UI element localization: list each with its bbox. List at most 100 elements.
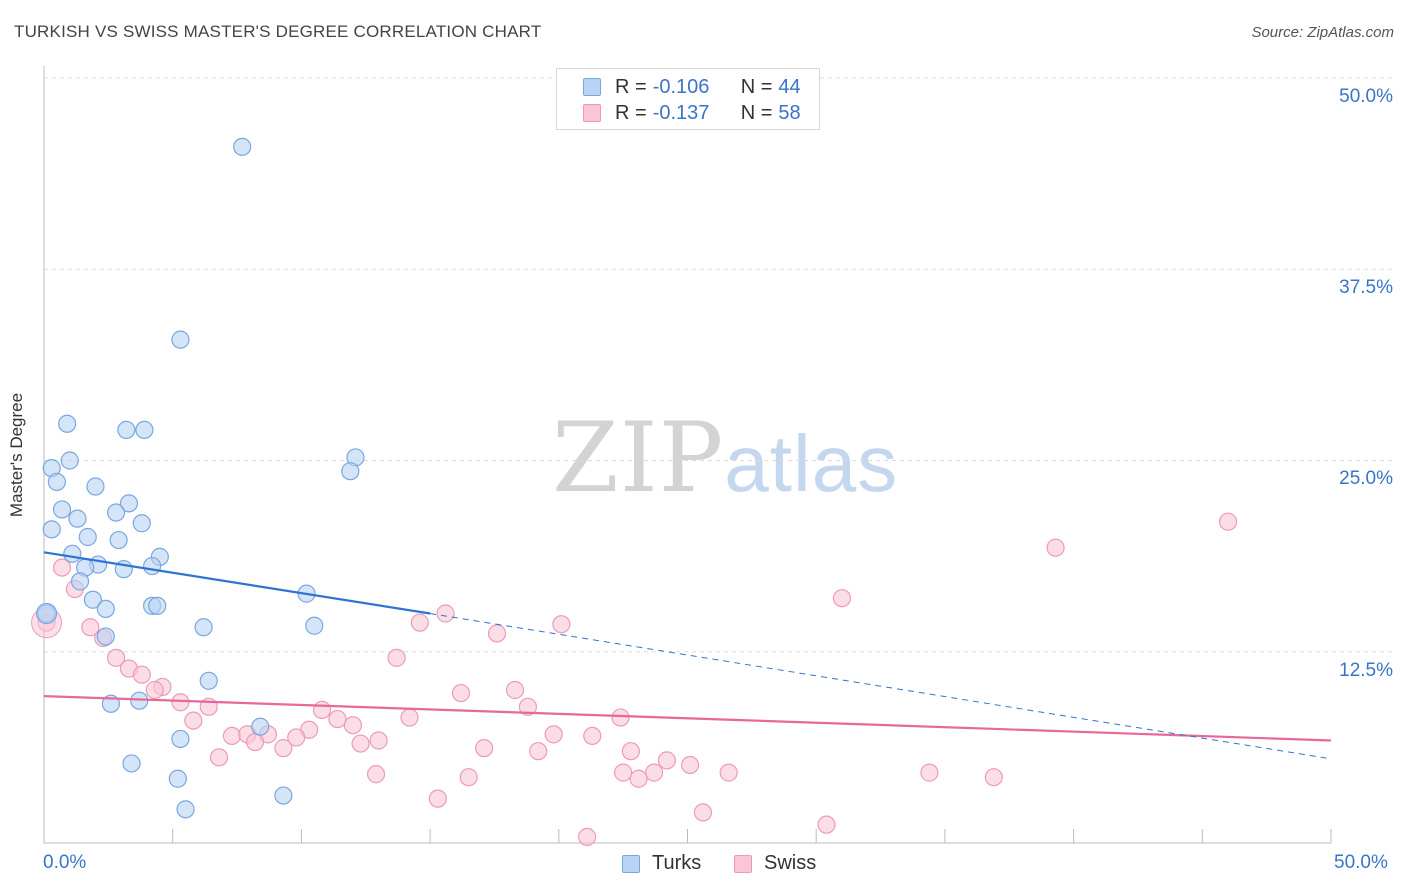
turks-point (35, 602, 58, 625)
turks-point (106, 503, 126, 522)
swiss-swatch (734, 854, 752, 873)
swiss-point (245, 732, 265, 752)
turks-point (70, 572, 90, 591)
swiss-point (312, 700, 332, 719)
turks-point (47, 472, 66, 492)
y-tick-label: 50.0% (1339, 86, 1393, 107)
turks-point (199, 671, 218, 690)
swiss-point (428, 789, 447, 808)
swiss-point (222, 726, 242, 746)
r-label: R = (615, 101, 647, 124)
swiss-point (410, 613, 429, 632)
turks-point (96, 627, 115, 646)
turks-point (130, 691, 149, 710)
swiss-point (657, 751, 677, 770)
swiss-point (184, 711, 203, 730)
swiss-point (52, 558, 72, 577)
turks-point (119, 494, 139, 513)
turks-point (274, 786, 293, 805)
swiss-point (274, 739, 293, 758)
swiss-point (920, 763, 939, 782)
turks-points (35, 137, 365, 819)
swiss-point (343, 716, 362, 735)
turks-point (78, 527, 97, 547)
turks-point (122, 754, 141, 773)
legend-row-swiss: R = -0.137 N = 58 (583, 101, 801, 125)
swiss-point (209, 748, 229, 767)
swiss-point (629, 769, 648, 788)
swiss-point (552, 615, 571, 634)
chart-title: TURKISH VS SWISS MASTER'S DEGREE CORRELA… (14, 22, 542, 41)
swiss-point (544, 725, 563, 744)
turks-point (251, 717, 270, 736)
swiss-point (529, 742, 548, 761)
turks-point (135, 420, 154, 439)
source-note: Source: ZipAtlas.com (1251, 24, 1394, 41)
turks-point (83, 590, 103, 609)
turks-swatch (622, 854, 640, 873)
turks-point (171, 729, 190, 749)
watermark-atlas: atlas (724, 419, 899, 508)
turks-point (233, 137, 252, 156)
swiss-point (693, 803, 713, 822)
legend-item-swiss[interactable]: Swiss (734, 852, 816, 875)
watermark: ZIPatlas (552, 402, 898, 514)
swiss-point (145, 680, 164, 700)
swiss-point (984, 768, 1003, 787)
n-value: 58 (778, 101, 801, 124)
swiss-point (451, 683, 471, 703)
swiss-point (487, 624, 507, 643)
swiss-point (1046, 538, 1065, 557)
swiss-point (132, 665, 151, 684)
turks-point (60, 451, 79, 470)
swiss-point (171, 693, 190, 712)
stats-legend: R = -0.106 N = 44 R = -0.137 N = 58 (556, 68, 820, 130)
turks-point (194, 618, 213, 637)
turks-point (305, 616, 324, 635)
watermark-zip: ZIP (552, 402, 725, 514)
swiss-point (351, 734, 370, 753)
swiss-point (287, 728, 306, 747)
turks-point (171, 330, 190, 349)
swiss-point (518, 697, 538, 716)
swiss-point (369, 731, 388, 750)
y-tick-label: 25.0% (1339, 468, 1393, 489)
turks-point (341, 462, 360, 481)
turks-trendline-extension (430, 613, 1332, 760)
swiss-point (1218, 512, 1238, 531)
swiss-point (106, 648, 126, 667)
n-label: N = (740, 75, 773, 98)
turks-point (117, 420, 136, 439)
swiss-point (436, 604, 455, 623)
turks-point (52, 500, 72, 519)
swiss-point (644, 763, 664, 782)
r-value: -0.137 (652, 101, 710, 124)
r-value: -0.106 (652, 75, 710, 98)
swiss-point (400, 708, 419, 727)
x-tick-label: 50.0% (1334, 852, 1388, 873)
swiss-point (475, 739, 494, 758)
swiss-point (459, 768, 478, 787)
turks-point (109, 530, 128, 550)
swiss-point (719, 763, 738, 782)
turks-point (132, 514, 151, 533)
y-tick-label: 12.5% (1339, 660, 1393, 681)
legend-row-turks: R = -0.106 N = 44 (583, 75, 801, 99)
swiss-point (614, 763, 633, 782)
turks-trendline (43, 551, 431, 615)
swiss-point (817, 815, 836, 834)
legend-item-turks[interactable]: Turks (622, 852, 701, 875)
turks-point (63, 544, 82, 563)
swiss-trendline (43, 695, 1332, 742)
trendlines (43, 551, 1332, 760)
axes (43, 66, 1332, 844)
swiss-point (366, 765, 386, 784)
legend-label-swiss: Swiss (764, 852, 817, 874)
grid-lines (44, 77, 1393, 653)
turks-point (58, 414, 77, 433)
swiss-point (387, 648, 406, 667)
swiss-point (680, 755, 700, 775)
turks-point (176, 800, 195, 819)
swiss-point (328, 709, 347, 729)
